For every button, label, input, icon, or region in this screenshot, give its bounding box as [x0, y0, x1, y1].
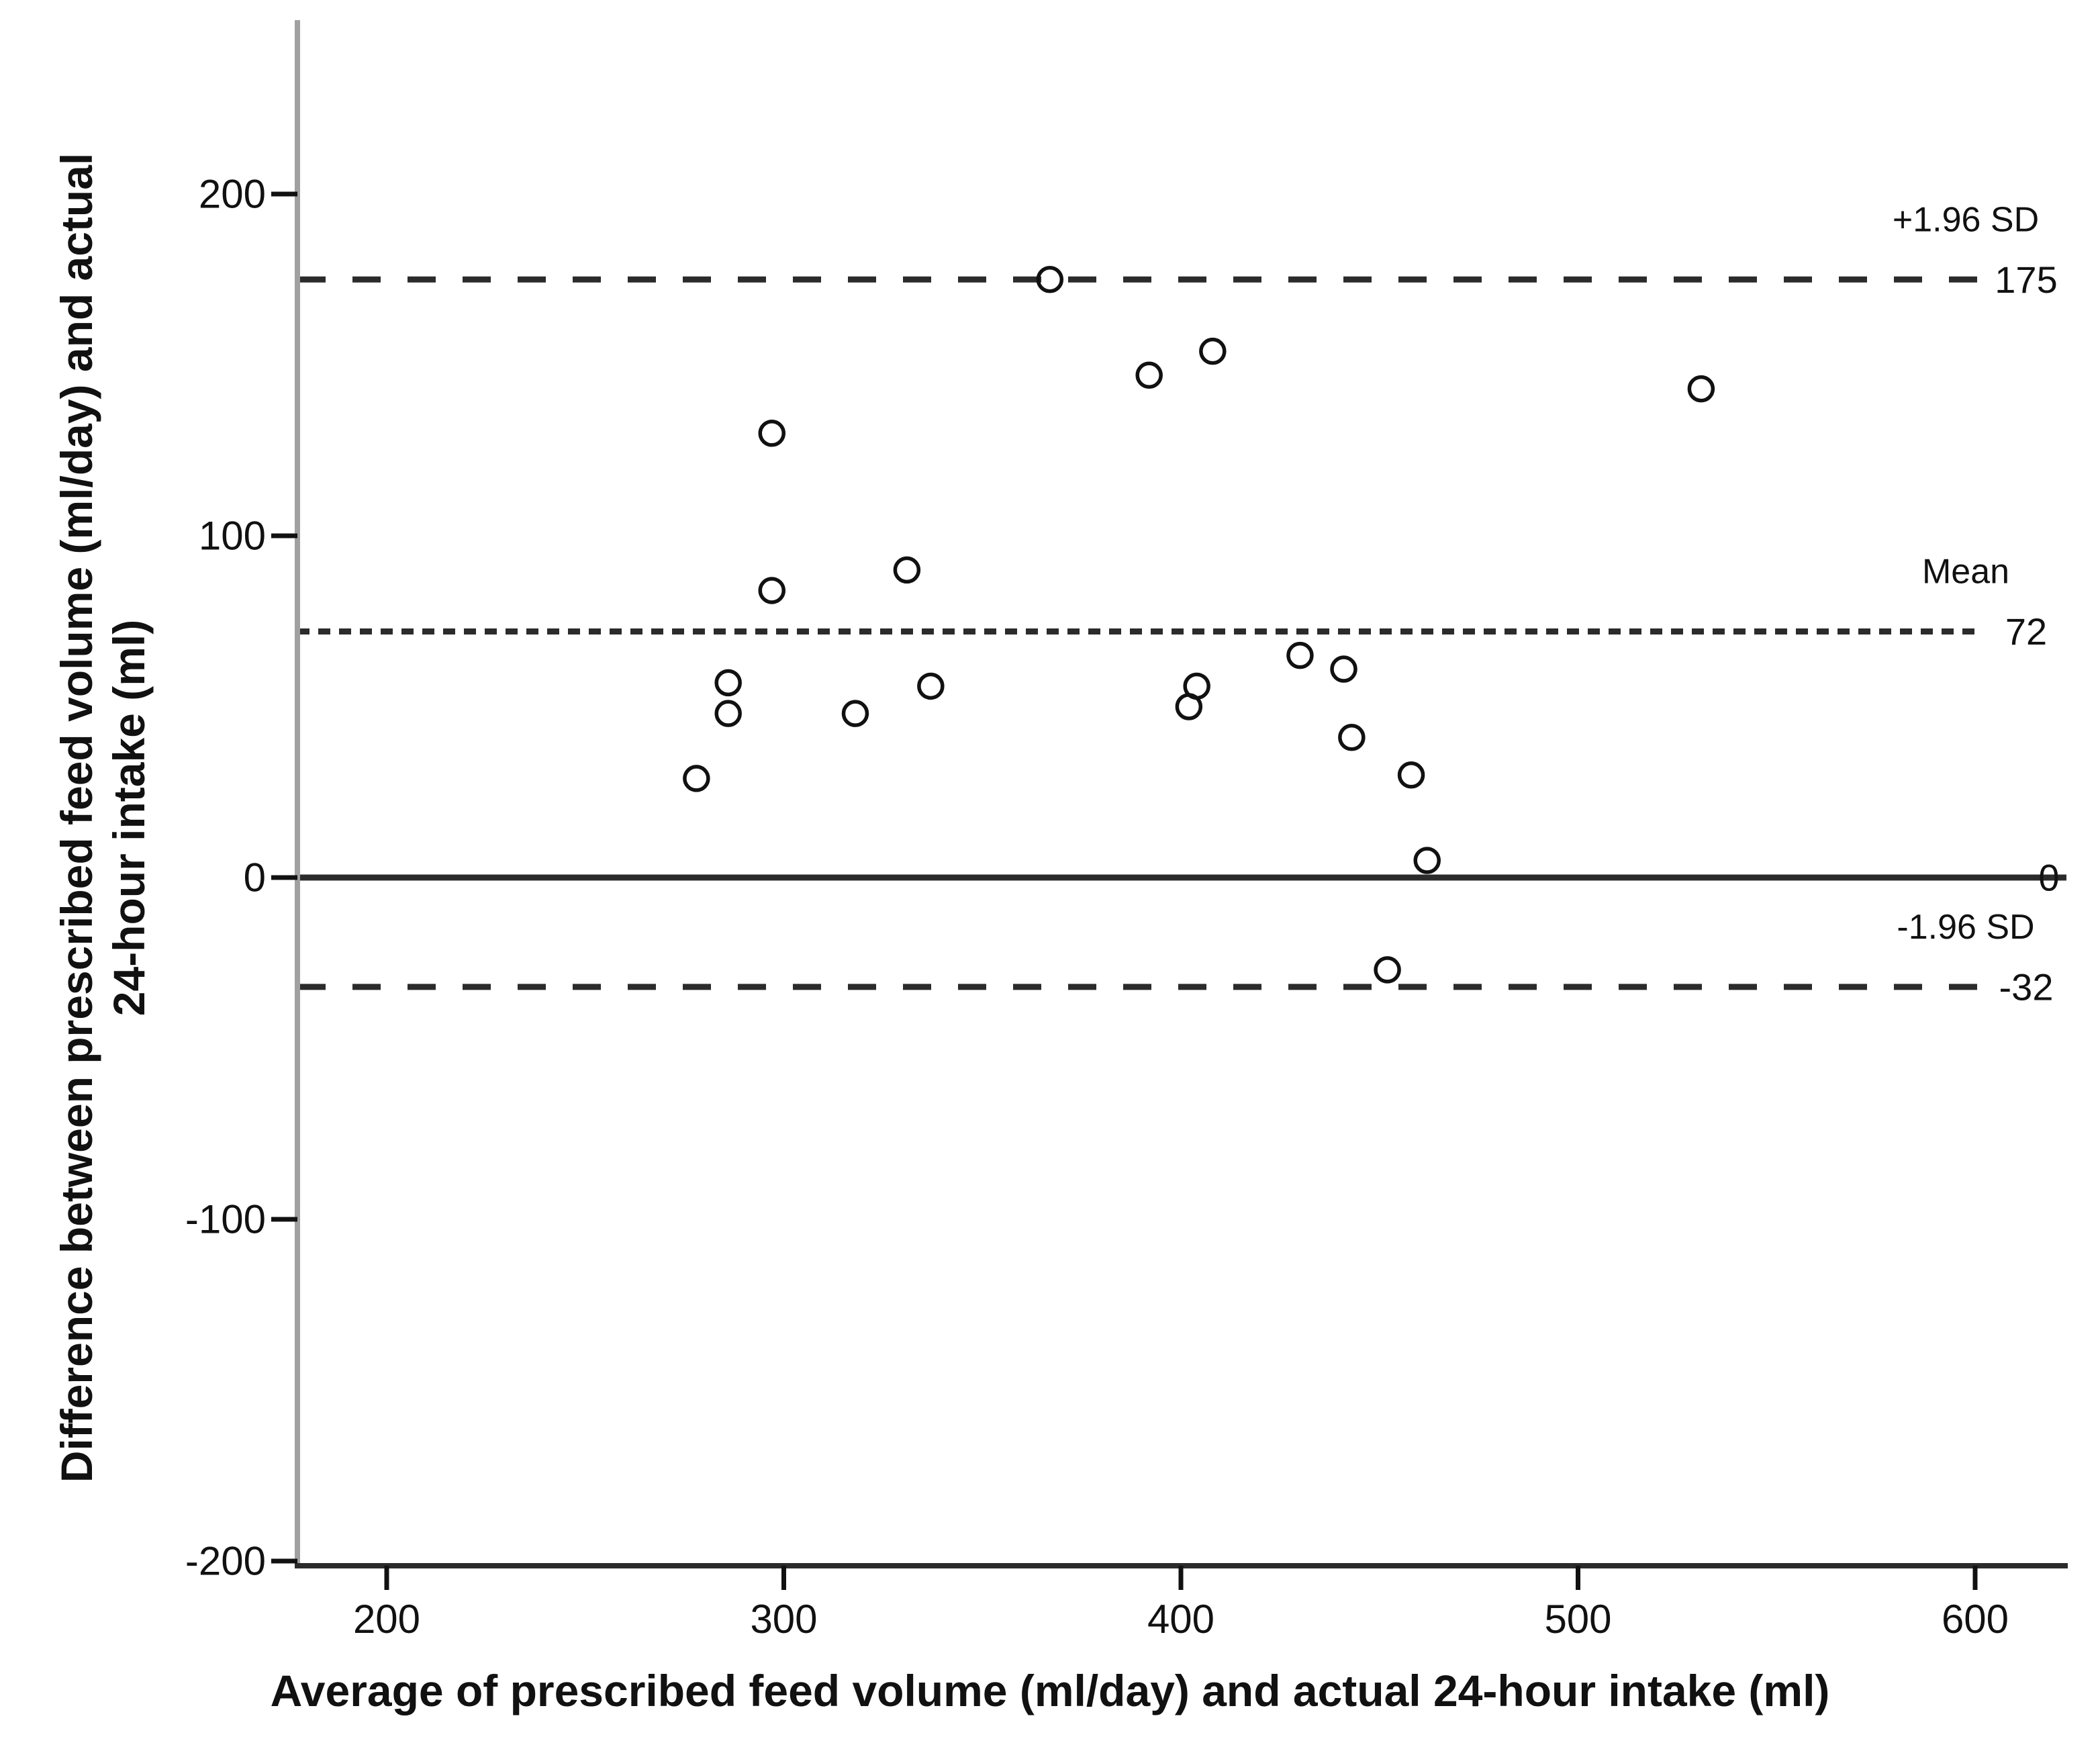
- reference-line--1-96-sd-name-label: +1.96 SD: [1893, 200, 2039, 239]
- y-axis-title-line1: Difference between prescribed feed volum…: [52, 152, 101, 1483]
- reference-line--1-96-sd-value-label: 175: [1995, 258, 2057, 301]
- y-tick-label: 100: [199, 514, 266, 559]
- data-point: [1397, 761, 1425, 789]
- data-point: [917, 672, 945, 700]
- x-tick-label: 400: [1147, 1597, 1214, 1642]
- reference-line-zero-value-label: 0: [2038, 857, 2059, 899]
- data-point: [1286, 641, 1314, 669]
- y-tick-label: 0: [244, 855, 266, 900]
- reference-line--1-96-sd-name-label: -1.96 SD: [1897, 908, 2034, 947]
- x-tick-label: 500: [1544, 1597, 1611, 1642]
- data-point: [1338, 724, 1366, 751]
- y-axis-title-line2: 24-hour intake (ml): [104, 619, 154, 1017]
- y-tick-label: -200: [185, 1539, 266, 1584]
- x-tick-label: 200: [353, 1597, 420, 1642]
- x-axis-title: Average of prescribed feed volume (ml/da…: [270, 1666, 1830, 1715]
- data-point: [893, 556, 921, 584]
- y-tick-label: -100: [185, 1197, 266, 1242]
- data-point: [758, 420, 786, 447]
- reference-lines-group: 175 +1.96 SD 72 Mean 0 -32 -1.96 SD: [297, 200, 2066, 1008]
- data-point: [841, 700, 869, 727]
- reference-line--1-96-sd-value-label: -32: [1999, 966, 2054, 1008]
- data-point: [1374, 956, 1401, 984]
- data-point: [683, 765, 710, 792]
- data-point: [758, 577, 786, 604]
- x-tick-label: 300: [750, 1597, 817, 1642]
- data-point: [1687, 375, 1715, 403]
- data-point: [1330, 655, 1357, 683]
- data-point: [1199, 337, 1227, 365]
- y-tick-label: 200: [199, 172, 266, 217]
- axes-group: [295, 20, 2068, 1568]
- data-point: [1175, 693, 1203, 720]
- data-point: [1413, 847, 1441, 874]
- x-tick-label: 600: [1942, 1597, 2009, 1642]
- reference-line-mean-name-label: Mean: [1922, 553, 2009, 592]
- data-point: [1135, 361, 1163, 389]
- data-points-group: [683, 266, 1715, 984]
- data-point: [714, 669, 742, 697]
- ticks-group: 200 100 0 -100 -200 200 300 400 500 600: [185, 172, 2009, 1642]
- data-point: [1036, 266, 1064, 293]
- reference-line-mean-value-label: 72: [2005, 610, 2047, 653]
- data-point: [714, 700, 742, 727]
